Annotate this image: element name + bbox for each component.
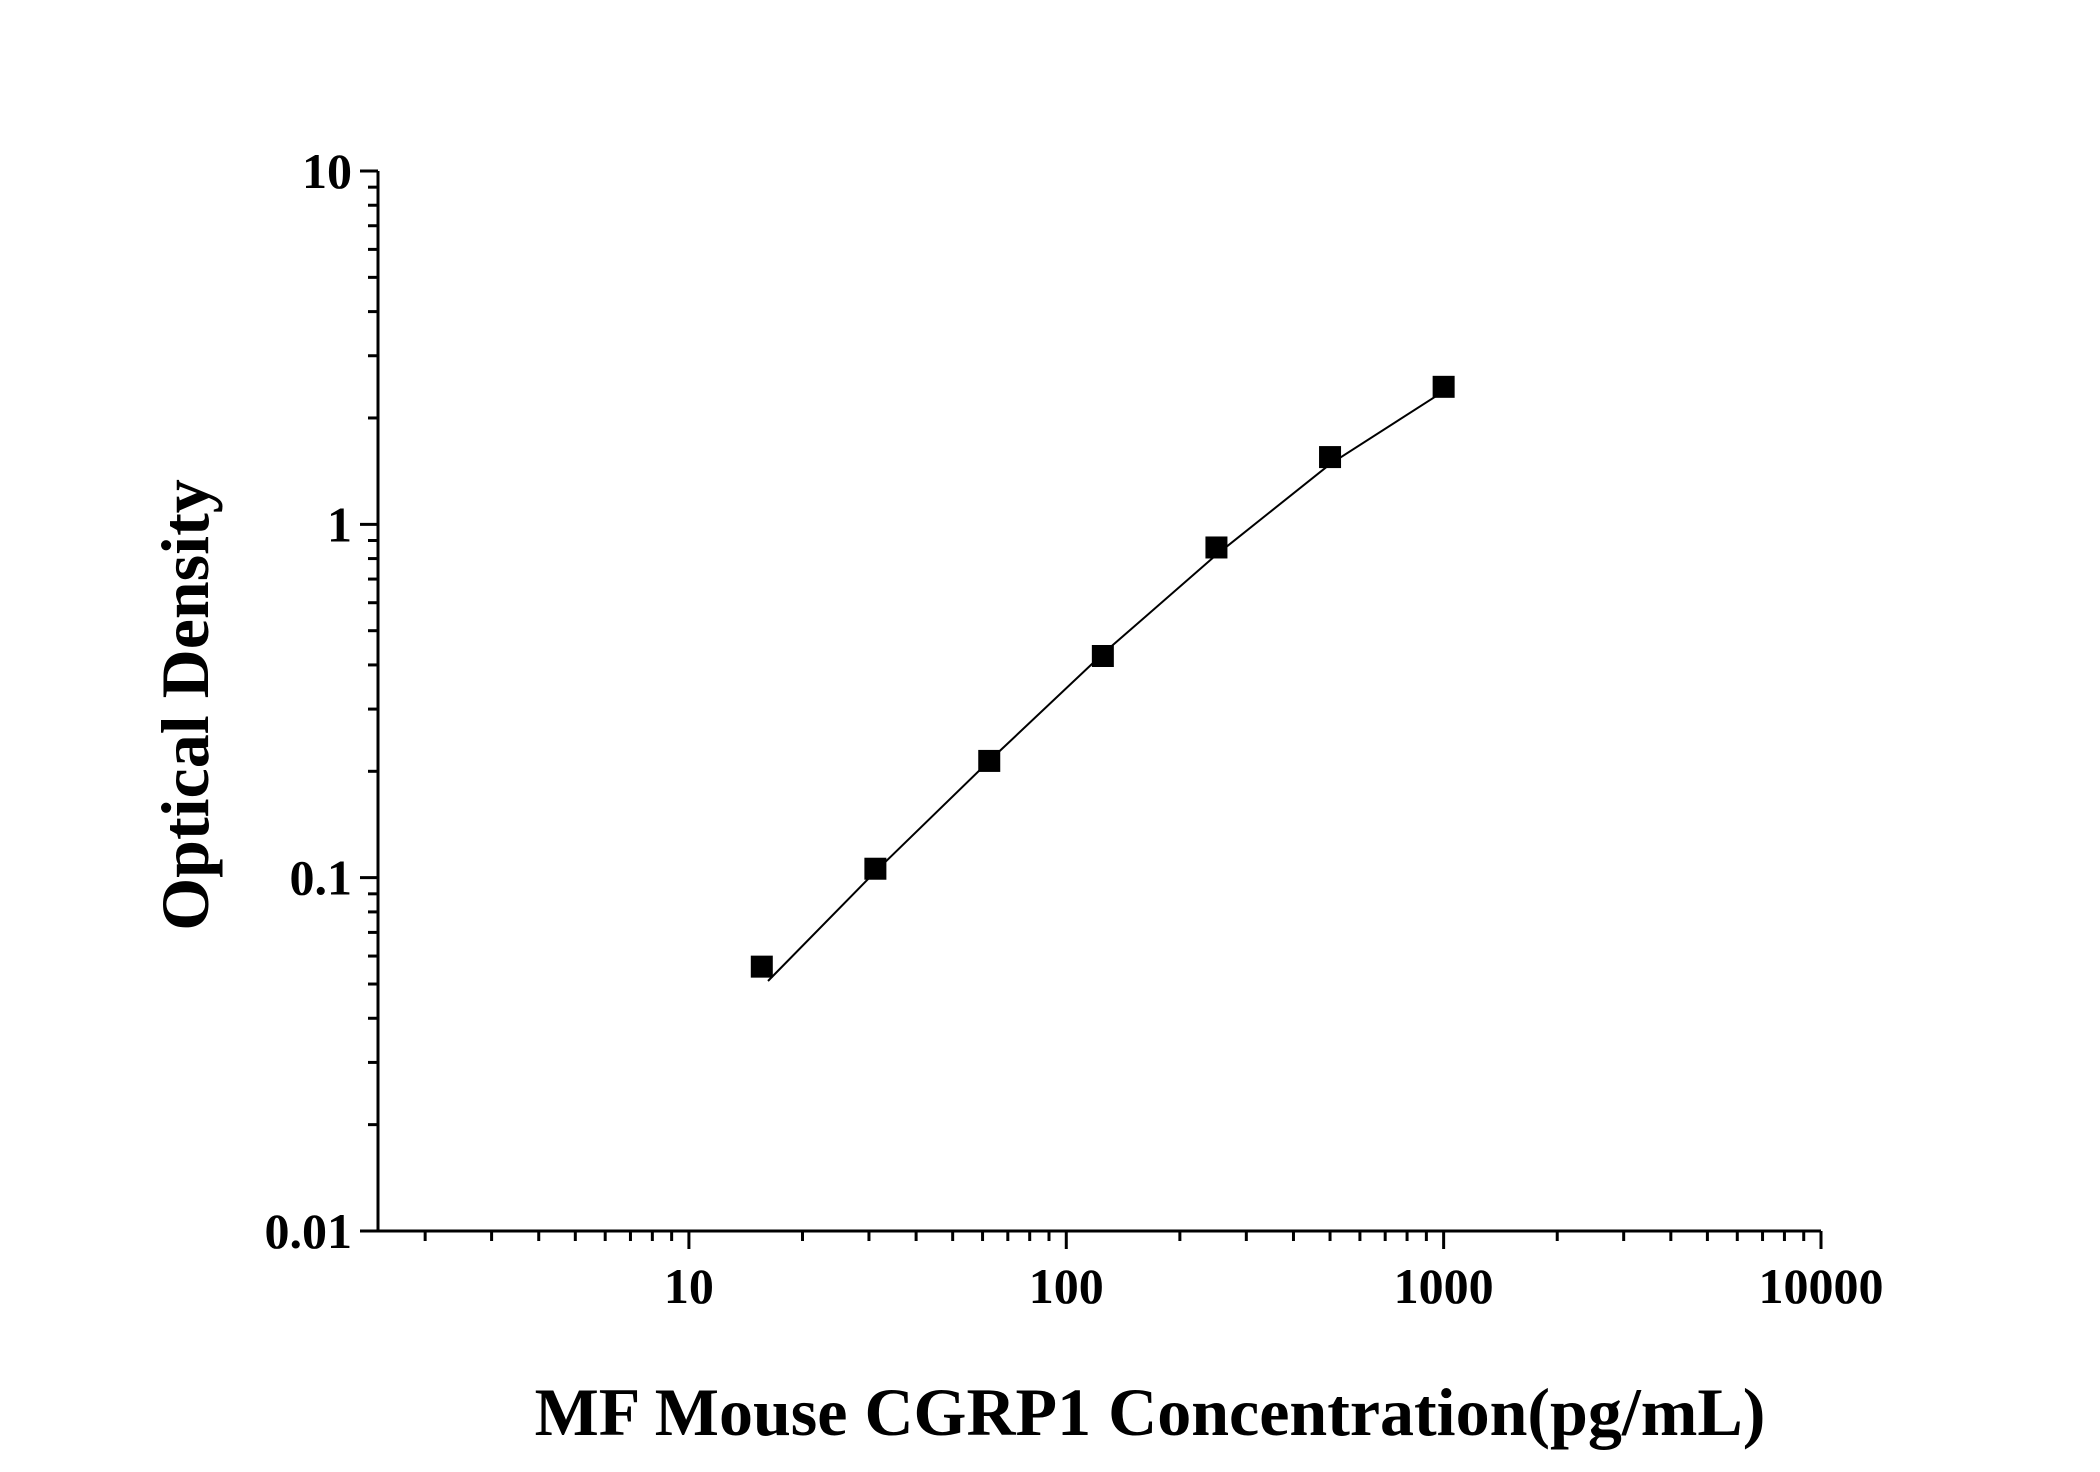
y-tick-label: 1 [327, 496, 352, 552]
fit-curve-layer [767, 390, 1445, 982]
tick-labels: 10 100 1000 10000 0.01 0.1 1 10 [265, 143, 1884, 1314]
x-tick-label: 1000 [1394, 1258, 1494, 1314]
x-tick-label: 100 [1029, 1258, 1104, 1314]
axes [360, 169, 1823, 1249]
data-point [1205, 536, 1228, 559]
data-point [750, 955, 773, 978]
fit-curve-line [767, 390, 1445, 982]
x-axis-title: MF Mouse CGRP1 Concentration(pg/mL) [535, 1374, 1766, 1450]
x-tick-label: 10000 [1759, 1258, 1884, 1314]
data-point [1432, 375, 1455, 398]
data-point [1319, 446, 1342, 469]
y-tick-label: 10 [302, 143, 352, 199]
data-points [750, 375, 1455, 978]
y-axis-title: Optical Density [147, 479, 223, 930]
y-tick-label: 0.01 [265, 1203, 353, 1259]
data-point [1091, 644, 1114, 667]
data-point [978, 749, 1001, 772]
data-point [864, 857, 887, 880]
x-tick-label: 10 [664, 1258, 714, 1314]
y-tick-label: 0.1 [290, 850, 353, 906]
